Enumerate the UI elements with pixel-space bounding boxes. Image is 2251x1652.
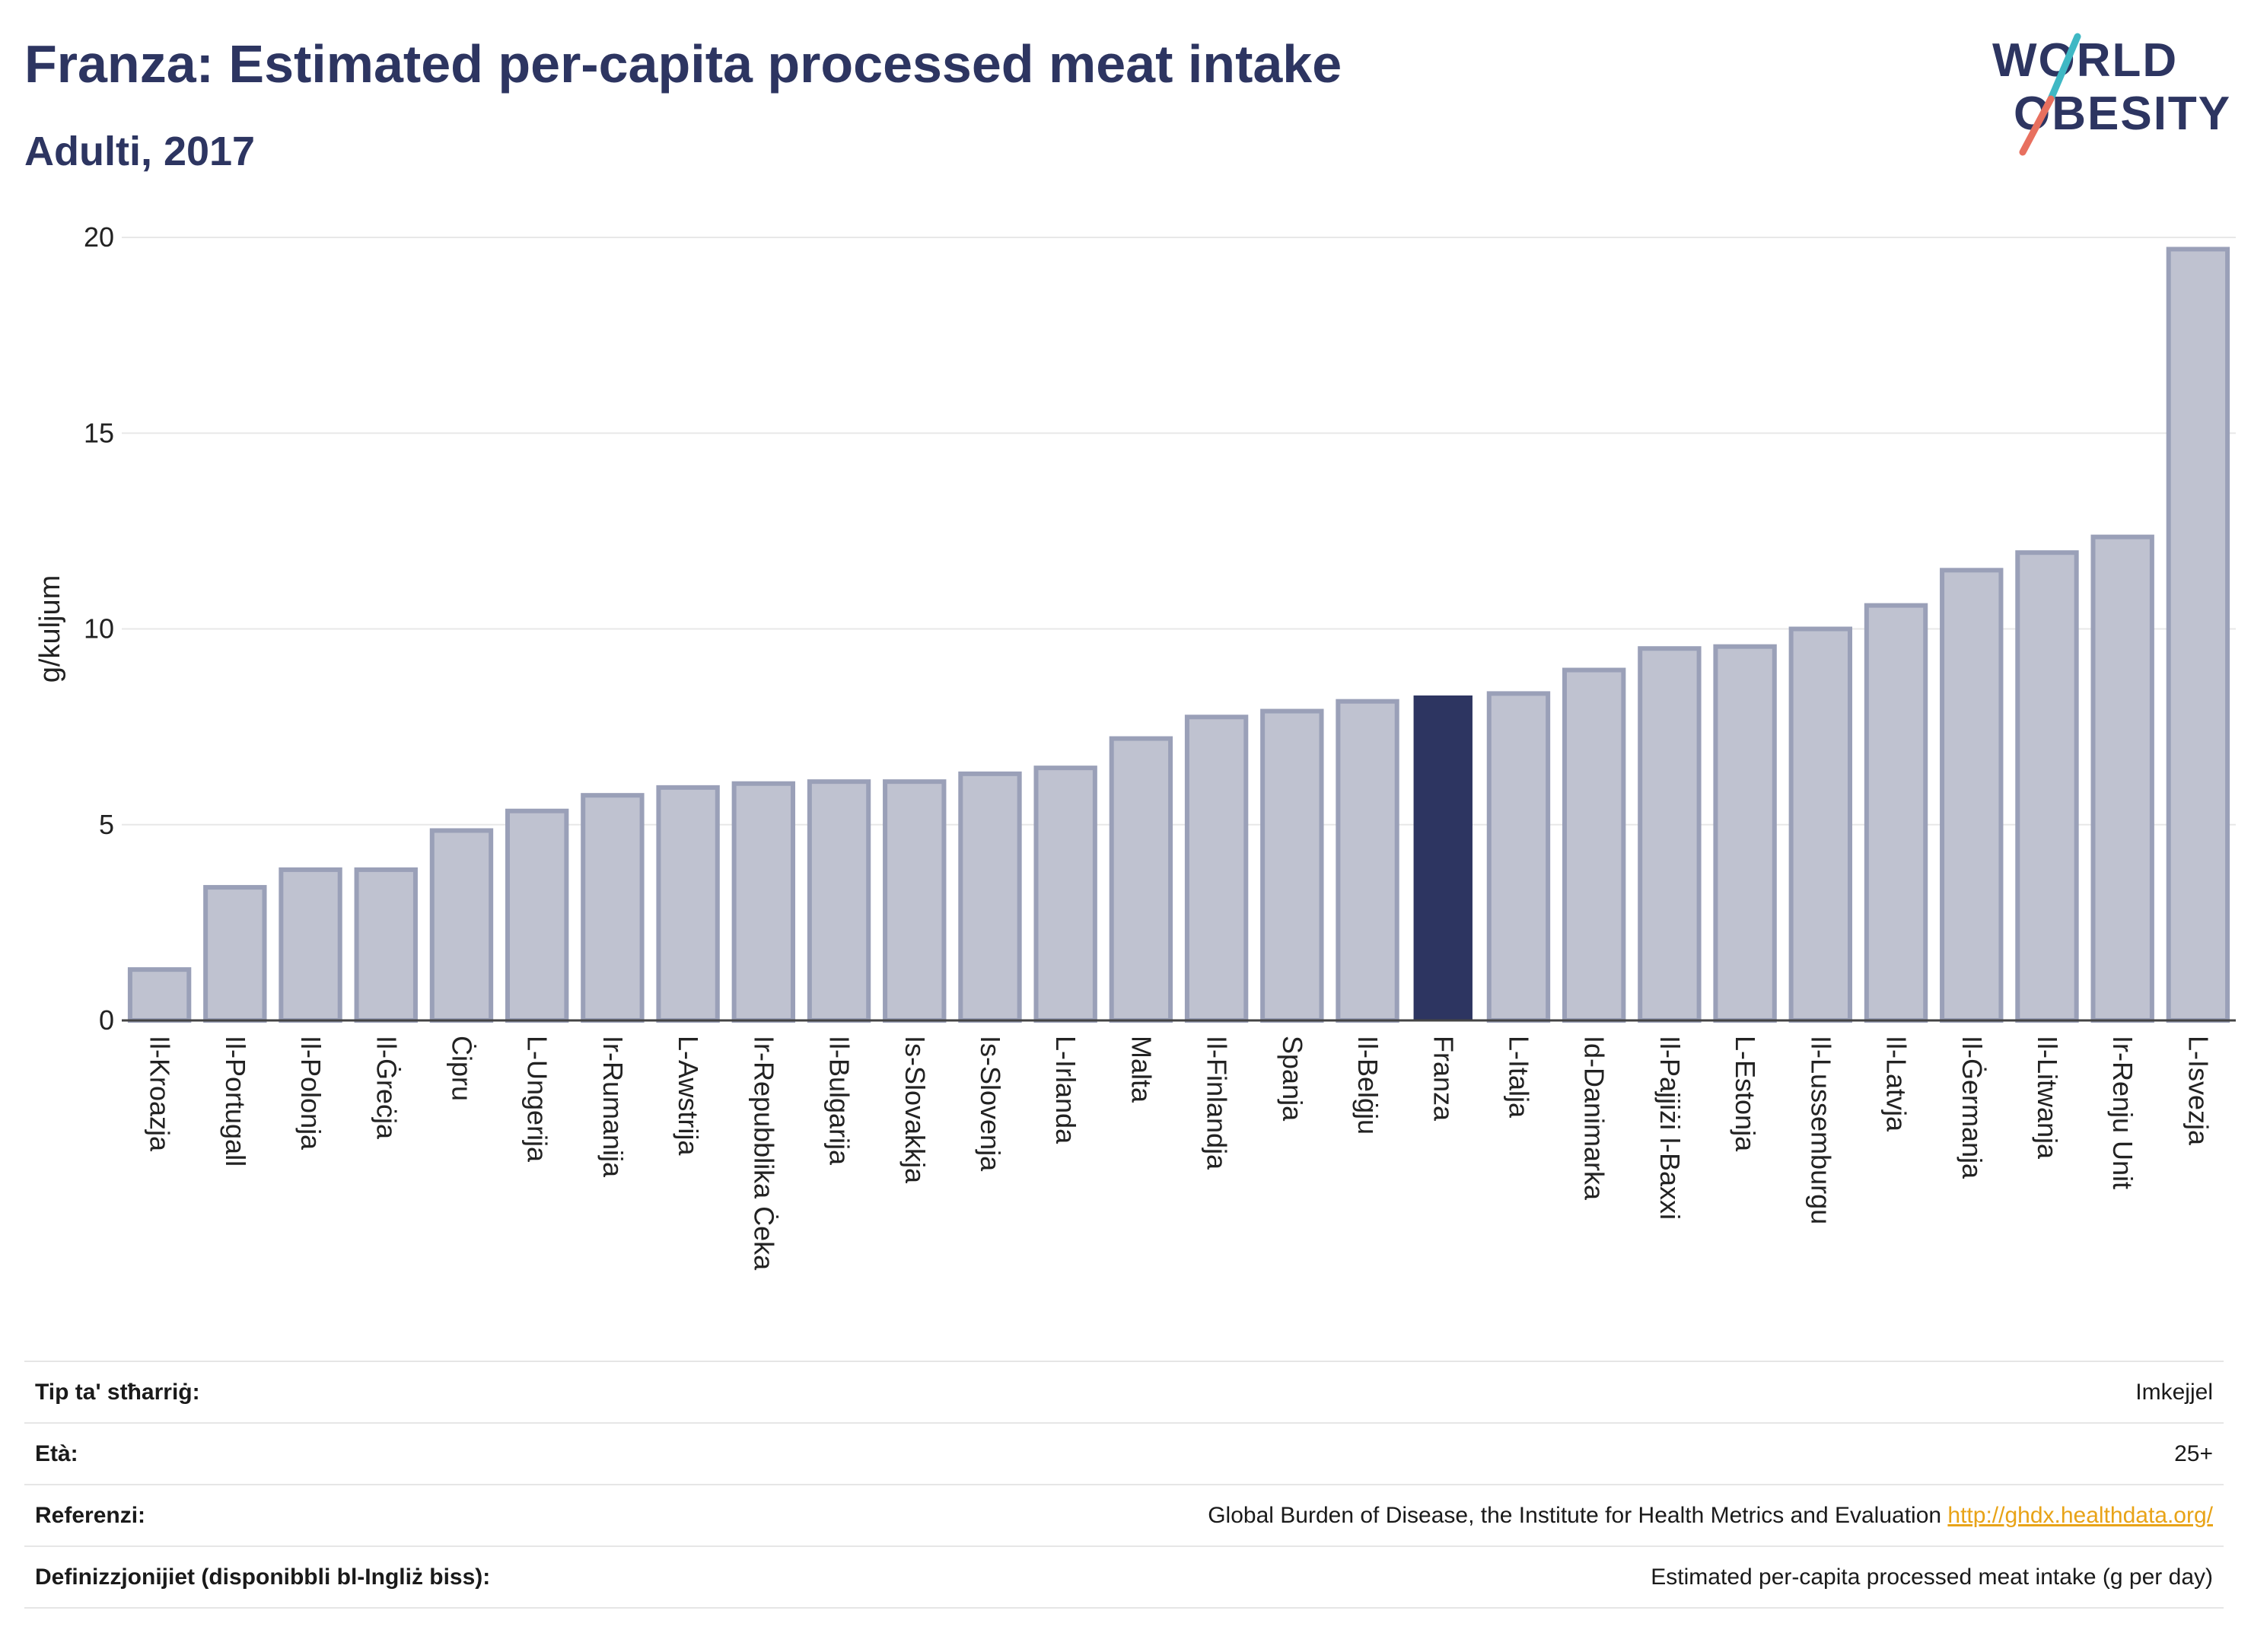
info-label: Referenzi: <box>35 1502 146 1528</box>
info-value: Estimated per-capita processed meat inta… <box>1651 1564 2213 1590</box>
bar <box>1260 708 1324 1023</box>
x-category-labels: Il-Kroazja Il-Portugall Il-Polonja Il-Ġreċj… <box>145 1036 2214 1271</box>
bar <box>354 867 418 1023</box>
bar <box>1788 626 1853 1023</box>
info-label: Definizzjonijiet (disponibbli bl-Ingliż … <box>35 1564 491 1590</box>
x-category-label: Il-Lussemburgu <box>1805 1036 1836 1224</box>
logo-coral-stroke <box>2019 95 2055 156</box>
y-tick-label: 15 <box>84 417 114 448</box>
x-category-label: Is-Slovakkja <box>899 1036 931 1184</box>
bar <box>1184 715 1249 1023</box>
x-category-label: Il-Pajjiżi l-Baxxi <box>1654 1036 1686 1220</box>
bar <box>958 771 1022 1023</box>
y-axis-title: g/kuljum <box>34 575 66 683</box>
chart-subtitle: Adulti, 2017 <box>24 129 256 174</box>
x-category-label: Franza <box>1428 1036 1459 1122</box>
info-label: Età: <box>35 1440 78 1466</box>
x-category-label: L-Italja <box>1503 1036 1534 1119</box>
bars <box>127 247 2230 1023</box>
x-category-label: Il-Portugall <box>220 1036 251 1167</box>
reference-text: Global Burden of Disease, the Institute … <box>1208 1502 1948 1528</box>
x-category-label: Il-Ġreċja <box>371 1036 402 1140</box>
bar <box>581 793 645 1023</box>
info-value: 25+ <box>2174 1440 2213 1466</box>
x-category-label: Ir-Repubblika Ċeka <box>748 1036 779 1271</box>
y-tick-label: 5 <box>99 809 114 840</box>
y-tick-label: 20 <box>84 221 114 253</box>
info-value: Imkejjel <box>2135 1379 2213 1405</box>
x-category-label: Ir-Renju Unit <box>2107 1036 2138 1189</box>
logo-word-world: WORLD <box>1992 34 2178 87</box>
bar <box>1638 646 1702 1023</box>
x-category-label: L-Estonja <box>1730 1036 1761 1152</box>
bar <box>203 885 267 1023</box>
x-category-label: Il-Latvja <box>1881 1036 1912 1132</box>
info-row-references: Referenzi: Global Burden of Disease, the… <box>24 1485 2224 1547</box>
chart-title: Franza: Estimated per-capita processed m… <box>24 34 1342 94</box>
bar <box>2090 534 2154 1023</box>
bar-highlighted <box>1413 695 1473 1020</box>
bar <box>1109 736 1173 1023</box>
y-tick-label: 10 <box>84 613 114 645</box>
x-category-label: Il-Polonja <box>295 1036 326 1151</box>
x-category-label: Il-Bulgarija <box>824 1036 855 1166</box>
bar <box>2166 247 2230 1023</box>
bar <box>883 779 947 1023</box>
x-category-label: L-Isvezja <box>2183 1036 2214 1146</box>
x-category-label: L-Ungerija <box>522 1036 553 1163</box>
x-category-label: Id-Danimarka <box>1579 1036 1610 1201</box>
x-category-label: Il-Litwanja <box>2032 1036 2063 1160</box>
x-category-label: L-Irlanda <box>1050 1036 1081 1144</box>
bar <box>127 967 192 1023</box>
bar <box>505 808 569 1023</box>
bar <box>1713 644 1777 1023</box>
y-tick-labels: 0 5 10 15 20 <box>84 221 114 1036</box>
bar <box>1033 766 1097 1023</box>
bar <box>1486 691 1551 1023</box>
info-value: Global Burden of Disease, the Institute … <box>1208 1503 2213 1529</box>
bar <box>731 781 796 1023</box>
world-obesity-logo: WORLD OBESITY <box>1992 33 2230 156</box>
x-category-label: Il-Ġermanja <box>1956 1036 1988 1179</box>
bar-chart: 0 5 10 15 20 Il-Kroazja Il-Portugall Il-Polonj… <box>34 221 2236 1271</box>
x-category-label: Il-Kroazja <box>145 1036 176 1152</box>
bar <box>279 867 342 1023</box>
x-category-label: Il-Finlandja <box>1202 1036 1233 1170</box>
x-category-label: Ċipru <box>446 1036 477 1101</box>
logo-teal-stroke <box>2047 33 2081 103</box>
bar <box>1562 667 1626 1023</box>
reference-link[interactable]: http://ghdx.healthdata.org/ <box>1947 1502 2213 1528</box>
bar <box>429 828 494 1023</box>
bar <box>807 779 871 1023</box>
info-row-age: Età: 25+ <box>24 1424 2224 1485</box>
x-category-label: Spanja <box>1277 1036 1308 1122</box>
y-tick-label: 0 <box>99 1004 114 1036</box>
x-category-label: Ir-Rumanija <box>597 1036 629 1178</box>
bar <box>1940 568 2004 1023</box>
info-row-survey-type: Tip ta' stħarriġ: Imkejjel <box>24 1362 2224 1424</box>
info-row-definitions: Definizzjonijiet (disponibbli bl-Ingliż … <box>24 1547 2224 1609</box>
x-category-label: Is-Slovenja <box>975 1036 1006 1172</box>
bar <box>656 785 720 1023</box>
x-category-label: L-Awstrija <box>673 1036 704 1156</box>
x-category-label: Malta <box>1126 1036 1157 1103</box>
bar <box>1336 699 1399 1023</box>
x-category-label: Il-Belġju <box>1352 1036 1383 1135</box>
info-table: Tip ta' stħarriġ: Imkejjel Età: 25+ Refe… <box>24 1361 2224 1609</box>
bar <box>1864 603 1928 1023</box>
info-label: Tip ta' stħarriġ: <box>35 1379 200 1405</box>
bar <box>2015 550 2079 1023</box>
